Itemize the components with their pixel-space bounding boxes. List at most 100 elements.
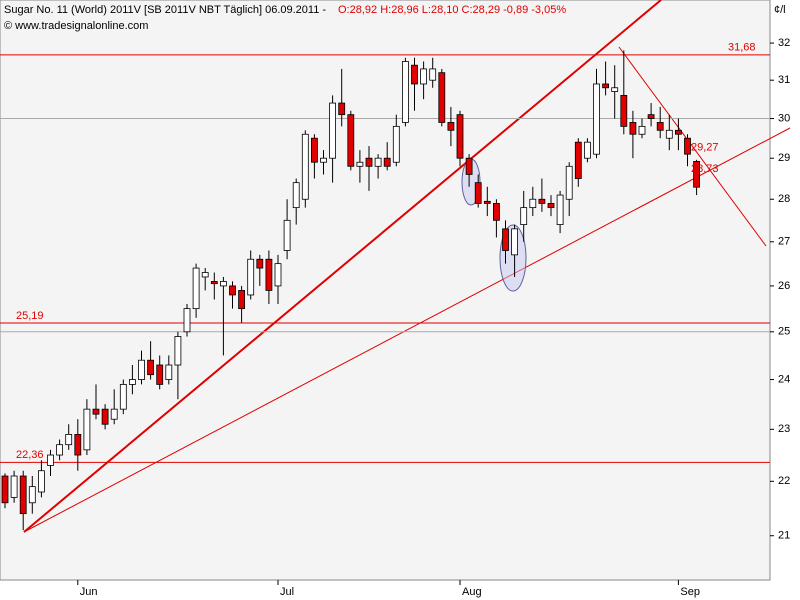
- y-tick-label: 27: [778, 236, 790, 248]
- candle-body: [292, 182, 300, 209]
- candle-body: [310, 137, 318, 163]
- candle-body: [138, 359, 145, 380]
- candle-body: [92, 408, 100, 415]
- candle-body: [74, 434, 82, 456]
- candle-body: [502, 228, 509, 251]
- y-tick-label: 29: [778, 152, 790, 164]
- x-tick-label: Aug: [462, 586, 482, 598]
- candle-body: [593, 83, 600, 155]
- candle-body: [347, 114, 355, 167]
- candle-body: [356, 161, 364, 167]
- candle-body: [638, 125, 646, 135]
- candle-body: [101, 408, 109, 425]
- candle-body: [183, 308, 191, 333]
- candle-body: [238, 290, 246, 310]
- quote: O:28,92 H:28,96 L:28,10 C:28,29 -0,89 -3…: [338, 4, 566, 16]
- candle-body: [229, 285, 236, 296]
- candle-body: [65, 434, 73, 446]
- y-tick-label: 22: [778, 475, 790, 487]
- candle-body: [447, 122, 455, 131]
- x-tick-label: Sep: [680, 586, 700, 598]
- candle-body: [511, 228, 519, 256]
- candle-body: [320, 157, 327, 163]
- x-tick-label: Jun: [80, 586, 98, 598]
- candle-body: [19, 475, 27, 515]
- candle-body: [265, 258, 273, 291]
- candle-body: [411, 64, 418, 85]
- candle-body: [456, 114, 464, 159]
- trend-line: [23, 127, 791, 533]
- candle-body: [174, 336, 182, 366]
- candle-body: [219, 281, 227, 287]
- candle-body: [629, 122, 637, 135]
- candle-body: [256, 258, 264, 269]
- candle-body: [28, 486, 36, 504]
- trend-line: [618, 46, 767, 247]
- candle-body: [128, 379, 136, 385]
- y-tick-label: 30: [778, 112, 790, 124]
- candle-body: [365, 157, 373, 167]
- candle-body: [420, 68, 428, 85]
- candle-body: [474, 182, 482, 204]
- y-tick-label: 23: [778, 423, 790, 435]
- candle-body: [602, 83, 609, 89]
- chart-title: Sugar No. 11 (World) 2011V [SB 2011V NBT…: [4, 4, 326, 16]
- candle-body: [693, 161, 700, 188]
- candle-body: [584, 141, 591, 159]
- candle-body: [56, 444, 63, 456]
- candle-body: [684, 137, 691, 155]
- horizontal-line-label: 25,19: [16, 310, 44, 322]
- candle-body: [483, 200, 491, 204]
- candle-body: [611, 87, 619, 92]
- candle-body: [383, 157, 391, 167]
- candle-body: [574, 141, 582, 179]
- candle-body: [156, 364, 164, 385]
- candle-body: [210, 281, 218, 285]
- x-tick-label: Jul: [280, 586, 294, 598]
- candle-body: [647, 114, 655, 119]
- candle-body: [147, 359, 155, 376]
- candle-body: [119, 384, 127, 410]
- candle-body: [556, 194, 564, 225]
- candle-body: [538, 198, 546, 204]
- candle-body: [465, 157, 473, 175]
- candle-body: [301, 133, 309, 200]
- candle-body: [247, 258, 255, 296]
- candle-body: [665, 129, 673, 139]
- candle-body: [565, 165, 573, 200]
- candle-body: [401, 61, 409, 123]
- candle-body: [492, 203, 500, 221]
- y-tick-label: 28: [778, 193, 790, 205]
- candle-body: [547, 203, 555, 209]
- candle-body: [520, 207, 528, 225]
- candle-body: [165, 364, 173, 380]
- y-tick-label: 21: [778, 530, 790, 542]
- annotation-label: 29,27: [691, 141, 719, 153]
- candle-body: [283, 219, 291, 251]
- candle-body: [1, 475, 9, 504]
- candle-body: [83, 408, 91, 451]
- y-tick-label: 24: [778, 373, 790, 385]
- horizontal-line-label: 22,36: [16, 449, 44, 461]
- candle-body: [274, 263, 282, 287]
- y-axis-label: ¢/l: [774, 4, 786, 16]
- candle-body: [438, 72, 446, 123]
- candle-body: [329, 102, 337, 159]
- subtitle: © www.tradesignalonline.com: [4, 20, 148, 32]
- candle-body: [110, 408, 118, 420]
- candle-body: [429, 68, 437, 81]
- candle-body: [38, 470, 45, 493]
- candle-body: [392, 125, 400, 163]
- y-tick-label: 32: [778, 37, 790, 49]
- candle-body: [338, 102, 346, 116]
- y-tick-label: 25: [778, 326, 790, 338]
- candle-body: [656, 122, 664, 131]
- plot-area: [0, 0, 771, 581]
- y-tick-label: 31: [778, 74, 790, 86]
- candle-body: [192, 267, 200, 310]
- candle-body: [374, 157, 382, 167]
- y-tick-label: 26: [778, 280, 790, 292]
- candle-body: [201, 272, 209, 278]
- candle-body: [675, 129, 682, 135]
